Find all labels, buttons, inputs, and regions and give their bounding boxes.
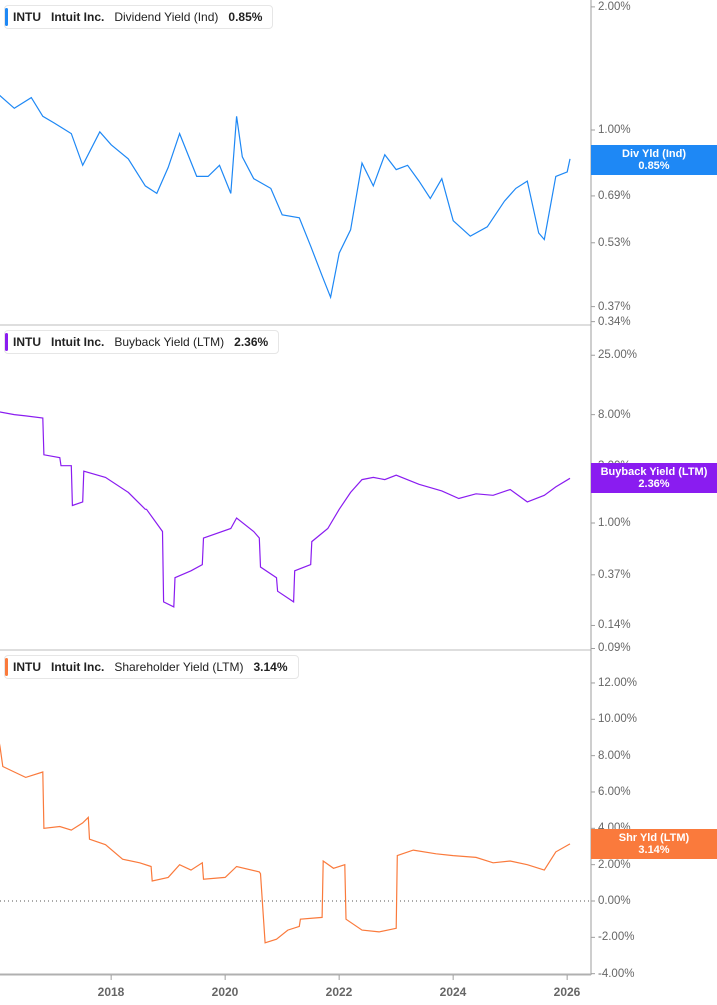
tag-value: 0.85%: [638, 160, 670, 172]
legend-dividend-yield[interactable]: INTU Intuit Inc. Dividend Yield (Ind) 0.…: [4, 5, 274, 29]
current-value-tag-buyback: Buyback Yield (LTM) 2.36%: [591, 463, 717, 493]
dividend-yield-line: [0, 94, 571, 300]
x-tick-label: 2026: [553, 985, 581, 999]
legend-value: 2.36%: [234, 335, 269, 349]
legend-company: Intuit Inc.: [51, 10, 105, 24]
tag-value: 2.36%: [638, 478, 670, 490]
legend-ticker: INTU: [13, 660, 41, 674]
y-tick-label: 0.37%: [598, 300, 631, 313]
legend-buyback-yield[interactable]: INTU Intuit Inc. Buyback Yield (LTM) 2.3…: [4, 330, 280, 354]
legend-metric: Shareholder Yield (LTM): [114, 660, 244, 674]
y-tick-label: 0.09%: [598, 642, 631, 655]
legend-ticker: INTU: [13, 335, 41, 349]
series-color-swatch: [5, 8, 8, 26]
y-tick-label: 12.00%: [598, 676, 638, 689]
y-tick-label: -2.00%: [598, 931, 635, 944]
y-tick-label: 0.34%: [598, 315, 631, 328]
legend-value: 3.14%: [253, 660, 288, 674]
y-tick-label: 0.00%: [598, 895, 631, 907]
y-tick-label: 0.69%: [598, 189, 631, 202]
legend-metric: Dividend Yield (Ind): [114, 10, 219, 24]
x-tick-label: 2024: [439, 985, 467, 999]
buyback-yield-line: [0, 411, 571, 608]
tag-label: Shr Yld (LTM): [618, 832, 690, 844]
x-tick-label: 2020: [211, 985, 239, 999]
y-tick-label: 2.00%: [598, 858, 631, 871]
y-tick-label: 1.00%: [598, 517, 631, 529]
tag-value: 3.14%: [638, 844, 670, 856]
series-color-swatch: [5, 333, 8, 351]
x-tick-label: 2022: [325, 985, 353, 999]
y-tick-label: 0.14%: [598, 619, 631, 632]
y-tick-label: 0.53%: [598, 236, 631, 249]
y-tick-label: 0.37%: [598, 568, 631, 581]
tag-label: Div Yld (Ind): [622, 148, 686, 160]
y-tick-label: 10.00%: [598, 713, 638, 726]
legend-metric: Buyback Yield (LTM): [114, 335, 225, 349]
y-tick-label: 8.00%: [598, 749, 631, 762]
y-tick-label: 8.00%: [598, 408, 631, 421]
legend-shareholder-yield[interactable]: INTU Intuit Inc. Shareholder Yield (LTM)…: [4, 655, 299, 679]
series-color-swatch: [5, 658, 8, 676]
legend-value: 0.85%: [228, 10, 263, 24]
y-tick-label: 1.00%: [598, 124, 631, 136]
tag-label: Buyback Yield (LTM): [600, 466, 708, 478]
y-tick-label: 2.00%: [598, 0, 631, 13]
y-tick-label: -4.00%: [598, 967, 635, 980]
shareholder-yield-line: [0, 743, 571, 944]
y-tick-label: 25.00%: [598, 349, 638, 362]
y-tick-label: 6.00%: [598, 785, 631, 798]
legend-company: Intuit Inc.: [51, 660, 105, 674]
current-value-tag-shareholder: Shr Yld (LTM) 3.14%: [591, 829, 717, 859]
x-tick-label: 2018: [97, 985, 125, 999]
legend-ticker: INTU: [13, 10, 41, 24]
legend-company: Intuit Inc.: [51, 335, 105, 349]
current-value-tag-dividend: Div Yld (Ind) 0.85%: [591, 145, 717, 175]
